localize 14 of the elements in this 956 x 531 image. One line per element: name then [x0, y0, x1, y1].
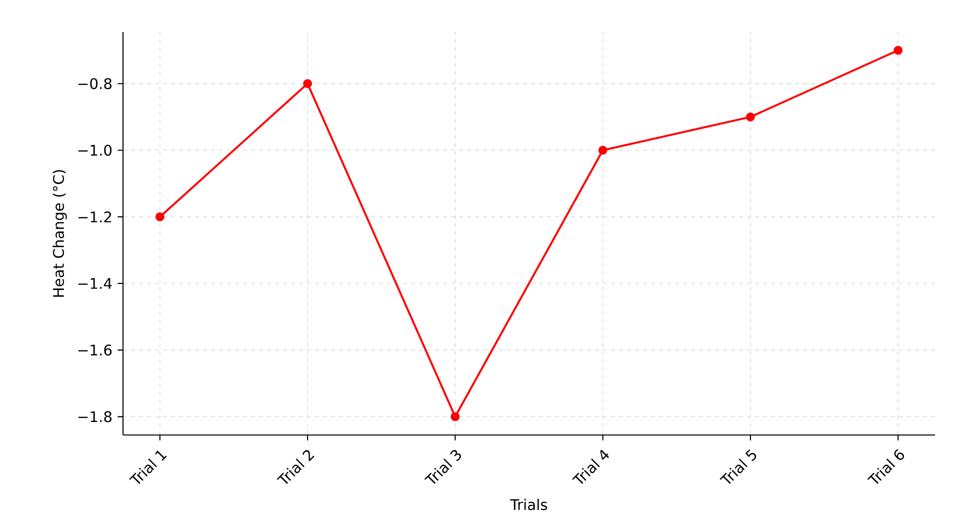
y-axis-title: Heat Change (°C): [52, 170, 67, 297]
point: [303, 79, 312, 88]
point: [155, 212, 164, 222]
y-tick-label: −1.2: [78, 211, 112, 222]
y-tick-label: −1.6: [78, 344, 112, 356]
y-tick-label: −1.0: [78, 144, 112, 156]
point: [450, 412, 460, 422]
point: [894, 46, 903, 55]
point: [746, 112, 755, 122]
y-tick-label: −1.4: [78, 278, 112, 289]
point: [598, 146, 608, 155]
x-axis-title: Trials: [510, 498, 548, 510]
y-tick-label: −1.8: [78, 411, 112, 422]
y-tick-label: −0.8: [78, 78, 112, 90]
